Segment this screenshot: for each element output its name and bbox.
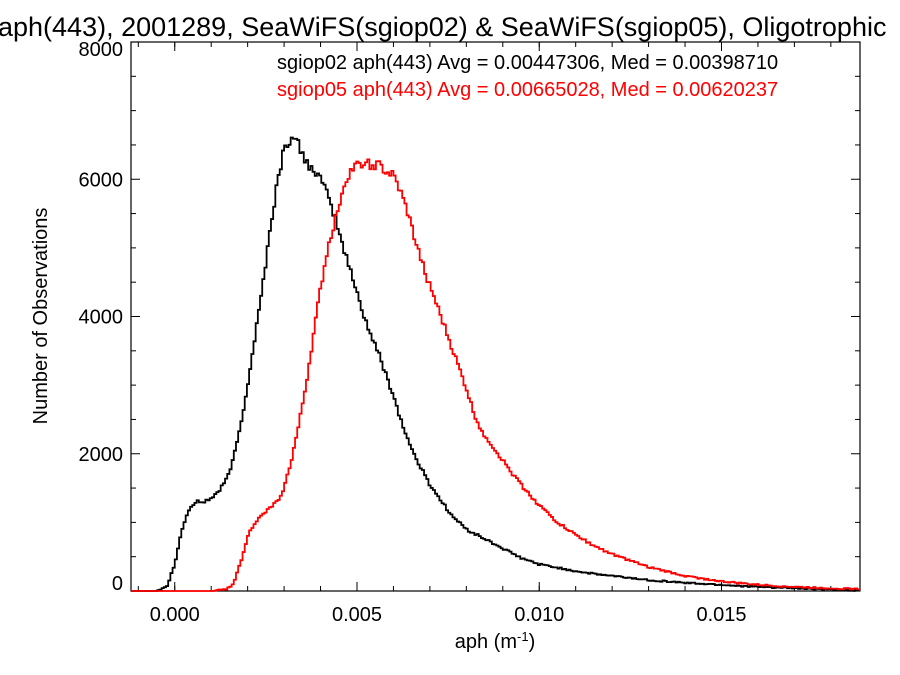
x-tick-label: 0.015	[696, 604, 746, 626]
x-axis-label-close: )	[529, 631, 536, 653]
y-tick-label: 4000	[79, 307, 124, 329]
series-layer	[131, 136, 861, 592]
y-tick-label: 2000	[79, 444, 124, 466]
x-axis-label-sup: -1	[517, 629, 529, 644]
histogram-line-sgiop02	[131, 136, 861, 592]
x-tick-label: 0.000	[150, 604, 200, 626]
annotation-sgiop02: sgiop02 aph(443) Avg = 0.00447306, Med =…	[277, 52, 778, 74]
x-axis-label-base: aph (m	[455, 631, 517, 653]
annotation-sgiop05: sgiop05 aph(443) Avg = 0.00665028, Med =…	[277, 79, 778, 101]
y-axis-ticks: 0 2000 4000 6000 8000	[79, 39, 860, 595]
x-axis-label: aph (m-1)	[455, 629, 535, 653]
y-axis-label: Number of Observations	[30, 208, 52, 425]
x-tick-label: 0.010	[514, 604, 564, 626]
x-tick-label: 0.005	[332, 604, 382, 626]
y-tick-label: 6000	[79, 169, 124, 191]
plot-frame	[130, 41, 861, 592]
histogram-line-sgiop05	[131, 158, 861, 592]
y-tick-label: 0	[112, 573, 123, 595]
y-tick-label: 8000	[79, 39, 124, 61]
x-axis-ticks: 0.000 0.005 0.010 0.015	[137, 42, 832, 626]
chart-title: aph(443), 2001289, SeaWiFS(sgiop02) & Se…	[0, 12, 886, 42]
